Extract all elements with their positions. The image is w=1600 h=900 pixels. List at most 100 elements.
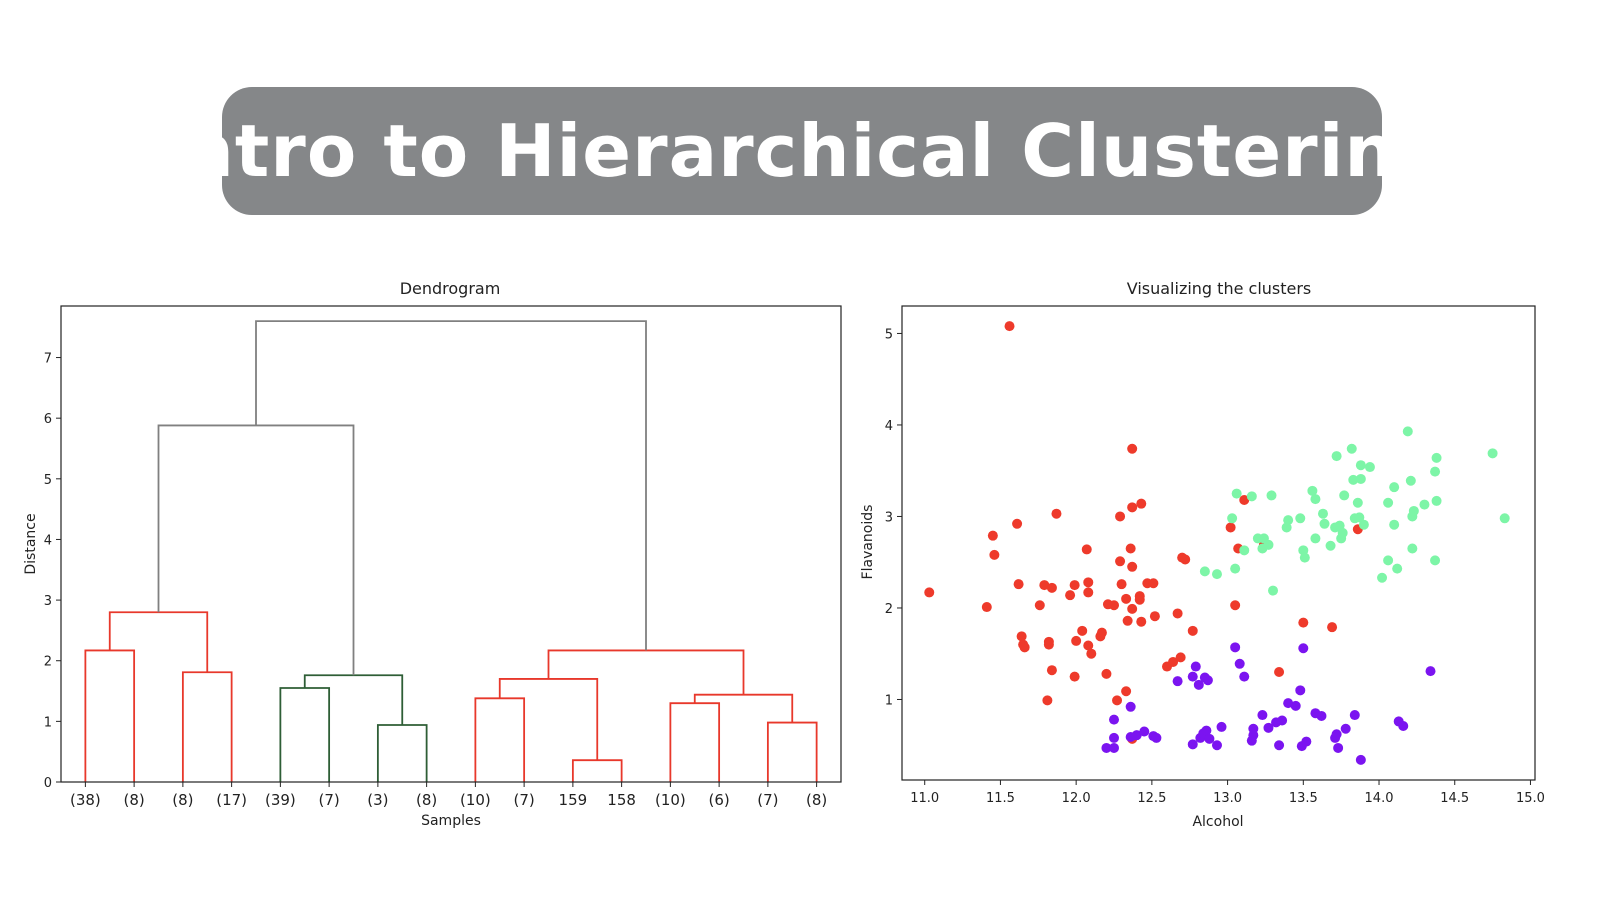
scatter-point-cluster-green bbox=[1407, 543, 1418, 554]
scatter-chart: Visualizing the clusters 11.0 11.5 12.0 12.… bbox=[860, 279, 1545, 830]
scatter-point-cluster-purple bbox=[1109, 742, 1120, 753]
scatter-point-cluster-purple bbox=[1187, 739, 1198, 750]
scatter-point-cluster-red bbox=[1112, 695, 1123, 706]
dendrogram-leaf-label: (7) bbox=[319, 791, 340, 809]
dendrogram-link bbox=[84, 649, 136, 782]
dendrogram-link bbox=[181, 671, 233, 782]
dendrogram-ytick-label: 5 bbox=[44, 473, 52, 488]
dendrogram-leaf-label: (8) bbox=[806, 791, 827, 809]
scatter-point-cluster-purple bbox=[1349, 710, 1360, 721]
scatter-point-cluster-green bbox=[1211, 569, 1222, 580]
scatter-point-cluster-green bbox=[1392, 563, 1403, 574]
scatter-point-cluster-red bbox=[1046, 665, 1057, 676]
scatter-point-cluster-purple bbox=[1193, 679, 1204, 690]
scatter-point-cluster-purple bbox=[1190, 661, 1201, 672]
scatter-ytick-label: 2 bbox=[885, 602, 893, 617]
scatter-point-cluster-red bbox=[1069, 580, 1080, 591]
scatter-point-cluster-purple bbox=[1298, 643, 1309, 654]
scatter-point-cluster-green bbox=[1383, 497, 1394, 508]
scatter-point-cluster-red bbox=[1042, 695, 1053, 706]
scatter-point-cluster-green bbox=[1263, 539, 1274, 550]
scatter-xtick-label: 15.0 bbox=[1516, 791, 1545, 806]
dendrogram-leaf-label: (10) bbox=[460, 791, 491, 809]
scatter-xtick-label: 13.5 bbox=[1289, 791, 1318, 806]
dendrogram-ytick-label: 7 bbox=[44, 352, 52, 367]
scatter-point-cluster-purple bbox=[1333, 742, 1344, 753]
scatter-point-cluster-red bbox=[1274, 667, 1285, 678]
scatter-point-cluster-green bbox=[1317, 508, 1328, 519]
scatter-point-cluster-green bbox=[1348, 474, 1359, 485]
scatter-point-cluster-green bbox=[1231, 488, 1242, 499]
scatter-point-cluster-red bbox=[1127, 443, 1138, 454]
title-banner: Intro to Hierarchical Clustering bbox=[155, 87, 1448, 215]
scatter-point-cluster-purple bbox=[1340, 723, 1351, 734]
scatter-point-cluster-green bbox=[1239, 545, 1250, 556]
scatter-point-cluster-red bbox=[1043, 639, 1054, 650]
scatter-point-cluster-purple bbox=[1109, 714, 1120, 725]
scatter-point-cluster-red bbox=[1134, 594, 1145, 605]
scatter-xtick-label: 14.0 bbox=[1365, 791, 1394, 806]
scatter-point-cluster-purple bbox=[1295, 685, 1306, 696]
scatter-point-cluster-green bbox=[1268, 585, 1279, 596]
scatter-point-cluster-green bbox=[1430, 466, 1441, 477]
scatter-point-cluster-purple bbox=[1398, 721, 1409, 732]
page-title: Intro to Hierarchical Clustering bbox=[154, 109, 1450, 193]
scatter-ylabel: Flavanoids bbox=[860, 505, 876, 580]
scatter-point-cluster-red bbox=[1121, 686, 1132, 697]
scatter-point-cluster-purple bbox=[1301, 736, 1312, 747]
scatter-point-cluster-red bbox=[1071, 635, 1082, 646]
scatter-point-cluster-purple bbox=[1425, 666, 1436, 677]
dendrogram-link bbox=[108, 611, 209, 673]
scatter-point-cluster-red bbox=[1168, 656, 1179, 667]
scatter-point-cluster-purple bbox=[1263, 722, 1274, 733]
dendrogram-chart: Dendrogram 0 1 2 3 4 5 6 7 (38) (8) (8) (17) (39) (7… bbox=[23, 279, 842, 829]
dendrogram-leaf-label: (3) bbox=[367, 791, 388, 809]
scatter-point-cluster-green bbox=[1266, 490, 1277, 501]
dendrogram-link bbox=[255, 320, 647, 651]
scatter-point-cluster-purple bbox=[1234, 658, 1245, 669]
scatter-point-cluster-green bbox=[1383, 555, 1394, 566]
scatter-point-cluster-red bbox=[1109, 600, 1120, 611]
scatter-point-cluster-red bbox=[1083, 587, 1094, 598]
scatter-point-cluster-green bbox=[1337, 527, 1348, 538]
dendrogram-link bbox=[303, 674, 404, 726]
scatter-ytick-label: 4 bbox=[885, 419, 893, 434]
scatter-point-cluster-red bbox=[1012, 518, 1023, 529]
dendrogram-link bbox=[474, 697, 526, 782]
scatter-point-cluster-purple bbox=[1204, 733, 1215, 744]
scatter-point-cluster-green bbox=[1354, 512, 1365, 523]
scatter-point-cluster-red bbox=[1115, 556, 1126, 567]
scatter-point-cluster-green bbox=[1364, 462, 1375, 473]
scatter-xtick-label: 14.5 bbox=[1440, 791, 1469, 806]
dendrogram-leaf-label: (7) bbox=[514, 791, 535, 809]
scatter-point-cluster-purple bbox=[1151, 732, 1162, 743]
scatter-point-cluster-purple bbox=[1355, 754, 1366, 765]
scatter-xtick-label: 11.5 bbox=[986, 791, 1015, 806]
scatter-point-cluster-red bbox=[1136, 498, 1147, 509]
scatter-point-cluster-red bbox=[1148, 578, 1159, 589]
scatter-point-cluster-red bbox=[1122, 615, 1133, 626]
dendrogram-leaf-label: (6) bbox=[709, 791, 730, 809]
scatter-point-cluster-green bbox=[1405, 475, 1416, 486]
scatter-point-cluster-green bbox=[1325, 540, 1336, 551]
dendrogram-leaf-label: (8) bbox=[416, 791, 437, 809]
scatter-point-cluster-green bbox=[1408, 505, 1419, 516]
scatter-point-cluster-red bbox=[1081, 544, 1092, 555]
scatter-point-cluster-green bbox=[1487, 448, 1498, 459]
scatter-ytick-label: 3 bbox=[885, 510, 893, 525]
dendrogram-link bbox=[547, 649, 745, 695]
scatter-point-cluster-red bbox=[1230, 600, 1241, 611]
scatter-point-cluster-red bbox=[1083, 577, 1094, 588]
scatter-point-cluster-purple bbox=[1101, 742, 1112, 753]
dendrogram-title: Dendrogram bbox=[400, 279, 501, 298]
scatter-point-cluster-green bbox=[1389, 519, 1400, 530]
scatter-point-cluster-green bbox=[1307, 485, 1318, 496]
scatter-point-cluster-purple bbox=[1283, 698, 1294, 709]
scatter-point-cluster-green bbox=[1230, 563, 1241, 574]
scatter-point-cluster-purple bbox=[1277, 715, 1288, 726]
dendrogram-ytick-label: 1 bbox=[44, 715, 52, 730]
scatter-point-cluster-purple bbox=[1248, 723, 1259, 734]
scatter-point-cluster-purple bbox=[1202, 675, 1213, 686]
scatter-point-cluster-green bbox=[1431, 452, 1442, 463]
scatter-point-cluster-green bbox=[1319, 518, 1330, 529]
